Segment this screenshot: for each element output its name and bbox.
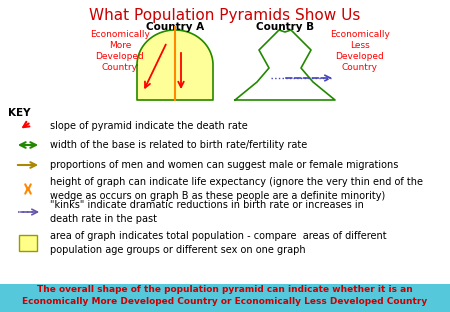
Text: Country B: Country B — [256, 22, 314, 32]
Polygon shape — [137, 30, 213, 100]
Polygon shape — [0, 284, 450, 312]
Text: "kinks" indicate dramatic reductions in birth rate or increases in
death rate in: "kinks" indicate dramatic reductions in … — [50, 200, 364, 224]
Text: area of graph indicates total population - compare  areas of different
populatio: area of graph indicates total population… — [50, 232, 387, 255]
Text: The overall shape of the population pyramid can indicate whether it is an
Econom: The overall shape of the population pyra… — [22, 285, 427, 306]
Text: width of the base is related to birth rate/fertility rate: width of the base is related to birth ra… — [50, 140, 307, 150]
Polygon shape — [235, 30, 335, 100]
Text: KEY: KEY — [8, 108, 31, 118]
Text: Economically
Less
Developed
Country: Economically Less Developed Country — [330, 30, 390, 72]
Text: Economically
More
Developed
Country: Economically More Developed Country — [90, 30, 150, 72]
Text: What Population Pyramids Show Us: What Population Pyramids Show Us — [89, 8, 361, 23]
Text: proportions of men and women can suggest male or female migrations: proportions of men and women can suggest… — [50, 160, 398, 170]
Bar — [19, 235, 37, 251]
Text: Country A: Country A — [146, 22, 204, 32]
Text: height of graph can indicate life expectancy (ignore the very thin end of the
we: height of graph can indicate life expect… — [50, 178, 423, 201]
Text: slope of pyramid indicate the death rate: slope of pyramid indicate the death rate — [50, 121, 248, 131]
